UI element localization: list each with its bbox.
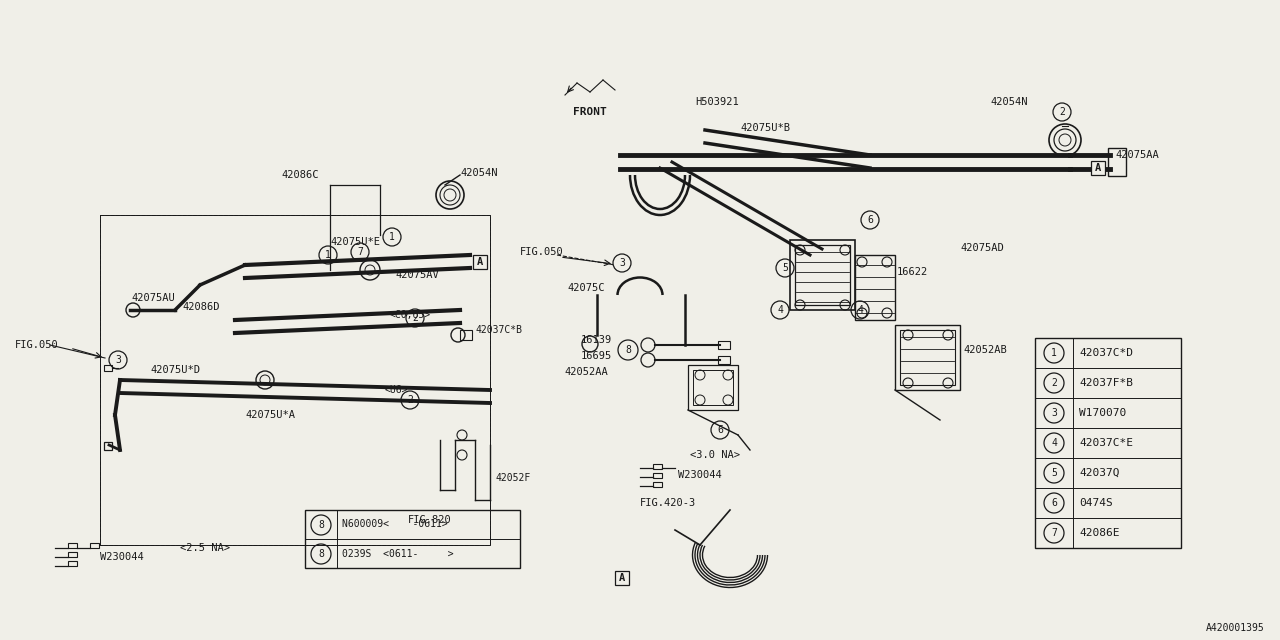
Text: 42037Q: 42037Q (1079, 468, 1120, 478)
Text: 3: 3 (115, 355, 120, 365)
Text: 42054N: 42054N (989, 97, 1028, 107)
Text: 42037C*D: 42037C*D (1079, 348, 1133, 358)
Text: 42075AD: 42075AD (960, 243, 1004, 253)
Text: 42075U*B: 42075U*B (740, 123, 790, 133)
Text: 8: 8 (625, 345, 631, 355)
Text: FIG.050: FIG.050 (15, 340, 59, 350)
Text: 42075AU: 42075AU (132, 293, 175, 303)
Text: 0239S  <0611-     >: 0239S <0611- > (342, 549, 453, 559)
Text: 8: 8 (317, 520, 324, 530)
Text: A: A (618, 573, 625, 583)
Bar (692, 370, 733, 405)
Bar (100, 215, 490, 545)
Bar (68, 543, 77, 548)
Text: 5: 5 (1051, 468, 1057, 478)
Text: <C0,U5>: <C0,U5> (390, 310, 431, 320)
Text: 42052F: 42052F (495, 473, 530, 483)
Text: W230044: W230044 (100, 552, 143, 562)
Bar (1091, 161, 1105, 175)
Bar (68, 552, 77, 557)
Bar (689, 365, 739, 410)
Bar (305, 510, 520, 568)
Text: A: A (1094, 163, 1101, 173)
Text: 2: 2 (1059, 107, 1065, 117)
Text: 42075C: 42075C (567, 283, 605, 293)
Text: FRONT: FRONT (573, 107, 607, 117)
Text: 1: 1 (325, 250, 332, 260)
Text: 42052AA: 42052AA (564, 367, 608, 377)
Bar (895, 325, 960, 390)
Text: N600009<    -0611>: N600009< -0611> (342, 519, 448, 529)
Text: A: A (477, 257, 483, 267)
Bar (1108, 148, 1126, 176)
Text: 6: 6 (867, 215, 873, 225)
Bar (653, 482, 662, 487)
Text: FIG.050: FIG.050 (520, 247, 563, 257)
Text: <2.5 NA>: <2.5 NA> (180, 543, 230, 553)
Text: 4: 4 (858, 305, 863, 315)
Text: 7: 7 (1051, 528, 1057, 538)
Text: 5: 5 (782, 263, 788, 273)
Bar (1036, 338, 1181, 548)
Bar (100, 215, 490, 545)
Bar (718, 356, 730, 364)
Text: W230044: W230044 (678, 470, 722, 480)
Text: 3: 3 (620, 258, 625, 268)
Bar (68, 561, 77, 566)
Bar (460, 330, 472, 340)
Text: 2: 2 (412, 313, 419, 323)
Text: 42075U*D: 42075U*D (150, 365, 200, 375)
Bar (855, 255, 895, 320)
Text: <U6>: <U6> (385, 385, 408, 395)
Text: 42075U*A: 42075U*A (244, 410, 294, 420)
Text: 42086C: 42086C (282, 170, 319, 180)
Text: A420001395: A420001395 (1206, 623, 1265, 633)
Bar (104, 442, 113, 450)
Text: FIG.420-3: FIG.420-3 (640, 498, 696, 508)
Text: 42037C*B: 42037C*B (475, 325, 522, 335)
Text: 4: 4 (1051, 438, 1057, 448)
Text: W170070: W170070 (1079, 408, 1126, 418)
Bar (614, 571, 628, 585)
Text: 16622: 16622 (897, 267, 928, 277)
Text: 2: 2 (1051, 378, 1057, 388)
Text: 2: 2 (407, 395, 413, 405)
Bar (795, 245, 850, 305)
Text: 0474S: 0474S (1079, 498, 1112, 508)
Text: 3: 3 (1051, 408, 1057, 418)
Bar (90, 543, 99, 548)
Text: 42037F*B: 42037F*B (1079, 378, 1133, 388)
Bar (653, 473, 662, 478)
Text: 42037C*E: 42037C*E (1079, 438, 1133, 448)
Text: 7: 7 (357, 247, 364, 257)
Text: 16695: 16695 (581, 351, 612, 361)
Text: H503921: H503921 (695, 97, 739, 107)
Text: 16139: 16139 (581, 335, 612, 345)
Text: 6: 6 (1051, 498, 1057, 508)
Text: 42052AB: 42052AB (963, 345, 1007, 355)
Text: 42086D: 42086D (183, 302, 220, 312)
Bar (718, 341, 730, 349)
Text: 42075AA: 42075AA (1115, 150, 1158, 160)
Text: 6: 6 (717, 425, 723, 435)
Bar (900, 330, 955, 385)
Text: FIG.820: FIG.820 (408, 515, 452, 525)
Text: 42054N: 42054N (460, 168, 498, 178)
Text: 42075U*E: 42075U*E (330, 237, 380, 247)
Text: 8: 8 (317, 549, 324, 559)
Text: 42086E: 42086E (1079, 528, 1120, 538)
Text: <3.0 NA>: <3.0 NA> (690, 450, 740, 460)
Bar (474, 255, 486, 269)
Bar (653, 464, 662, 469)
Text: 4: 4 (777, 305, 783, 315)
Bar (790, 240, 855, 310)
Text: 42075AV: 42075AV (396, 270, 439, 280)
Text: 1: 1 (389, 232, 396, 242)
Bar (104, 365, 113, 371)
Text: 1: 1 (1051, 348, 1057, 358)
